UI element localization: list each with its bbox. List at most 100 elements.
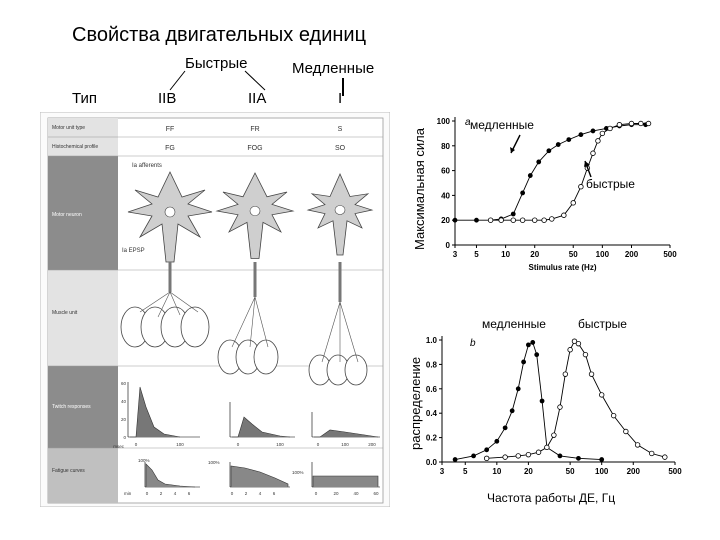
chart-b-series-1-point-0 bbox=[483, 455, 490, 462]
chart-a-panel-label: a bbox=[465, 117, 471, 128]
fatigue-xtick-fr-1: 2 bbox=[245, 491, 248, 496]
chart-b-slow-annotation: медленные bbox=[482, 317, 546, 331]
fatigue-pct-ff: 100% bbox=[138, 458, 150, 463]
chart-b-series-1-point-16 bbox=[623, 428, 629, 435]
chart-b-series-1-point-14 bbox=[599, 392, 605, 398]
fatigue-xtick-ff-2: 4 bbox=[174, 491, 177, 496]
chart-b-ytick-3: 0.6 bbox=[426, 385, 438, 394]
twitch-plot-ff bbox=[127, 382, 200, 438]
chart-a-series-0-line bbox=[455, 124, 646, 221]
chart-b-series-1-point-19 bbox=[662, 454, 668, 460]
chart-b-series-0-point-8 bbox=[526, 342, 531, 348]
chart-a-fast-annotation: быстрые bbox=[586, 177, 635, 191]
chart-a-xtick-6: 200 bbox=[625, 250, 639, 259]
chart-a-series-0-point-12 bbox=[590, 128, 596, 134]
chart-b-series-1-point-15 bbox=[610, 412, 617, 419]
motor-unit-figure: Motor unit type Histochemical profile Mo… bbox=[40, 112, 390, 507]
chart-a-series-1-point-8 bbox=[570, 200, 576, 206]
fatigue-unit: min bbox=[124, 491, 132, 496]
twitch-x-unit: msec bbox=[113, 444, 125, 449]
chart-b-series-1-point-2 bbox=[515, 453, 521, 459]
chart-a-ytick-3: 60 bbox=[441, 167, 450, 176]
afferents-label: Ia afferents bbox=[132, 163, 162, 169]
chart-b-series-1-point-7 bbox=[557, 404, 563, 410]
chart-a-xtick-7: 500 bbox=[663, 250, 677, 259]
chart-b-ytick-0: 0.0 bbox=[426, 458, 438, 467]
chart-a: a 0 20 40 60 80 100 3 5 10 20 50 100 200 500 Stimulus … bbox=[437, 117, 677, 272]
chart-b-series-0-point-14 bbox=[576, 455, 581, 461]
chart-b-ytick-4: 0.8 bbox=[426, 360, 438, 369]
chart-b-series-0-point-6 bbox=[515, 386, 521, 392]
fatigue-pct-s: 100% bbox=[292, 470, 304, 475]
chart-a-series-1-point-5 bbox=[541, 217, 547, 223]
chart-a-series-1-point-13 bbox=[599, 130, 606, 137]
chart-b-xtick-7: 500 bbox=[668, 467, 682, 476]
fatigue-xtick-s-2: 40 bbox=[353, 491, 359, 496]
fatigue-xtick-ff-0: 0 bbox=[146, 491, 149, 496]
chart-a-series-1-point-15 bbox=[616, 122, 623, 128]
chart-b-series-1-point-17 bbox=[634, 442, 641, 448]
chart-b-series-0-point-15 bbox=[599, 457, 605, 462]
row-label-neuron: Motor neuron bbox=[52, 212, 82, 218]
twitch-plot-fr bbox=[229, 402, 295, 438]
chart-a-series-0-point-11 bbox=[578, 132, 584, 138]
type-row-label: Тип bbox=[72, 90, 98, 107]
type-iib: IIB bbox=[158, 90, 177, 107]
chart-a-xtick-2: 10 bbox=[501, 250, 510, 259]
chart-b-xtick-4: 50 bbox=[566, 467, 575, 476]
chart-b-series-1-point-18 bbox=[649, 450, 655, 457]
chart-a-xtick-3: 20 bbox=[530, 250, 539, 259]
chart-b-series-1-point-4 bbox=[535, 449, 542, 455]
fatigue-xtick-ff-3: 6 bbox=[188, 491, 191, 496]
twitch-xtick-fr-0: 0 bbox=[237, 442, 240, 447]
type-iia: IIA bbox=[248, 90, 267, 107]
chart-b-series-0-point-0 bbox=[452, 457, 458, 462]
chart-a-series-1-point-18 bbox=[645, 120, 652, 127]
motor-neuron-s bbox=[306, 173, 374, 256]
chart-b-series-1-line bbox=[486, 340, 665, 459]
chart-b-series-1-point-8 bbox=[562, 371, 569, 377]
chart-b-series-1-point-9 bbox=[567, 347, 573, 353]
chart-a-slow-annotation: медленные bbox=[470, 118, 534, 132]
chart-b-series-1-point-13 bbox=[588, 371, 595, 377]
chart-a-xtick-5: 100 bbox=[596, 250, 610, 259]
chart-a-xtick-4: 50 bbox=[569, 250, 578, 259]
chart-b-xtick-1: 5 bbox=[463, 467, 468, 476]
chart-a-fast-arrowhead bbox=[584, 161, 590, 167]
chart-a-series-0-point-7 bbox=[536, 159, 542, 165]
chart-b-series-0-point-7 bbox=[521, 359, 527, 365]
chart-b-ytick-2: 0.4 bbox=[426, 409, 438, 418]
type-i: I bbox=[338, 90, 343, 107]
fast-group-bracket bbox=[169, 70, 266, 91]
chart-b-series-0-point-9 bbox=[530, 340, 536, 345]
fatigue-plot-ff bbox=[144, 462, 200, 488]
chart-b-series-0-point-11 bbox=[539, 398, 545, 404]
chart-a-series-1-point-11 bbox=[590, 150, 596, 156]
chart-b-fast-annotation: быстрые bbox=[578, 317, 627, 331]
fatigue-plot-s bbox=[311, 462, 380, 488]
chart-b-series-0-line bbox=[455, 341, 602, 461]
chart-a-slow-arrowhead bbox=[510, 147, 515, 153]
chart-b-xtick-6: 200 bbox=[627, 467, 641, 476]
chart-b: b 0.0 0.2 0.4 0.6 0.8 1.0 3 5 10 20 50 100 200 500 bbox=[426, 336, 682, 476]
chart-b-series-0-point-2 bbox=[484, 447, 490, 453]
chart-a-series-1-point-7 bbox=[561, 212, 567, 218]
fatigue-xtick-fr-0: 0 bbox=[231, 491, 234, 496]
chart-b-xlabel: Частота работы ДЕ, Гц bbox=[487, 491, 616, 505]
fatigue-xtick-s-0: 0 bbox=[315, 491, 318, 496]
fatigue-plot-fr bbox=[229, 462, 290, 488]
chart-a-series-0-point-9 bbox=[555, 142, 561, 147]
chart-a-series-0-point-10 bbox=[566, 137, 572, 142]
chart-a-series-1-point-16 bbox=[628, 120, 635, 127]
twitch-xtick-s-2: 200 bbox=[368, 442, 376, 447]
fatigue-xtick-fr-2: 4 bbox=[259, 491, 262, 496]
row-label-muscle: Muscle unit bbox=[52, 310, 78, 316]
chart-b-series-0-point-4 bbox=[502, 425, 508, 431]
chart-a-series-1-point-3 bbox=[519, 217, 526, 223]
motor-neuron-fr bbox=[215, 172, 295, 259]
chart-a-series-1-point-6 bbox=[549, 216, 555, 222]
chart-b-series-1-point-5 bbox=[544, 444, 550, 451]
chart-b-panel-label: b bbox=[470, 338, 476, 349]
twitch-ytick-2: 20 bbox=[121, 417, 127, 422]
twitch-xtick-ff-0: 0 bbox=[135, 442, 138, 447]
